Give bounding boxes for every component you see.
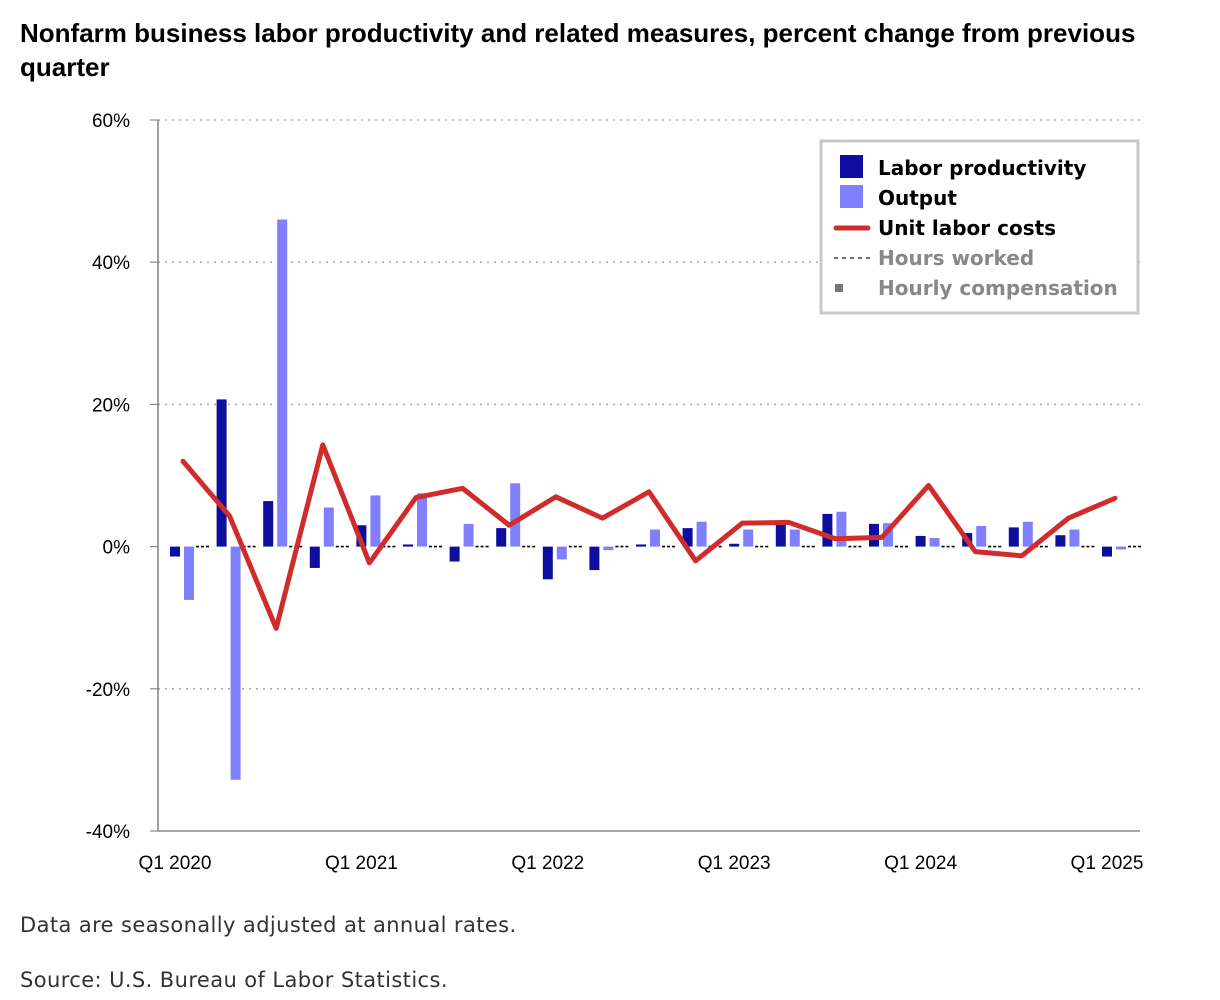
y-tick-label: -40% [86,822,130,843]
bar-labor-productivity [403,544,413,547]
bar-output [277,219,288,547]
y-tick-label: 20% [92,395,130,416]
x-tick-label: Q1 2023 [698,853,771,874]
bar-labor-productivity [1102,546,1112,557]
bar-output [370,495,381,547]
y-tick-label: 60% [92,111,130,132]
y-tick-label: 0% [103,538,131,559]
legend-label: Labor productivity [878,156,1086,180]
y-tick-label: -20% [86,680,130,701]
legend-box [819,139,1140,315]
seasonal-adjustment-note: Data are seasonally adjusted at annual r… [20,913,517,937]
bar-output [743,529,754,547]
bar-labor-productivity [636,544,646,547]
bar-labor-productivity [1055,535,1066,547]
bar-labor-productivity [170,546,180,557]
bar-labor-productivity [1008,527,1019,547]
source-note: Source: U.S. Bureau of Labor Statistics. [20,968,448,992]
bar-output [976,525,987,547]
x-tick-label: Q1 2020 [139,853,212,874]
y-tick-label: 40% [92,253,130,274]
bar-labor-productivity [449,546,460,562]
bar-output [650,529,660,547]
bar-output [510,483,521,547]
bar-output [417,493,427,547]
bar-output [789,529,800,547]
chart-svg: 60% 40% 20% 0% -20% -40% Q1 2020 Q1 2021 Q1 2022… [86,111,1144,874]
legend-label: Hours worked [878,246,1034,270]
bar-output [1022,521,1033,547]
bar-output [929,538,940,547]
bar-output [1116,546,1126,550]
x-tick-label: Q1 2022 [511,853,584,874]
legend-label: Hourly compensation [878,276,1118,300]
bar-labor-productivity [682,528,693,547]
x-tick-label: Q1 2025 [1071,853,1144,874]
chart-title: Nonfarm business labor productivity and … [20,18,1136,82]
x-tick-label: Q1 2021 [325,853,398,874]
bar-labor-productivity [496,528,507,547]
bar-output [556,546,567,560]
bar-output [230,546,241,780]
unit-labor-costs-line [180,442,1118,631]
bar-labor-productivity [263,501,274,547]
bar-labor-productivity [542,546,553,580]
bar-output [184,546,194,600]
legend-swatch-output [840,185,863,208]
bar-labor-productivity [216,399,227,547]
bar-labor-productivity [589,546,600,571]
bar-output [1069,529,1080,547]
legend-swatch-labor-productivity [840,155,863,178]
bar-output [883,523,893,547]
bar-output [696,521,707,547]
bar-labor-productivity [309,546,320,568]
bar-labor-productivity [822,513,833,547]
bar-output [463,523,474,547]
legend-label: Output [878,186,957,210]
bar-output [323,507,334,547]
bar-labor-productivity [775,521,786,547]
bar-labor-productivity [915,535,926,547]
legend-swatch-hourly-compensation [835,284,843,292]
bar-output [836,511,847,547]
legend-label: Unit labor costs [878,216,1056,240]
bar-labor-productivity [729,543,740,547]
x-tick-label: Q1 2024 [884,853,957,874]
bar-output [603,546,614,551]
